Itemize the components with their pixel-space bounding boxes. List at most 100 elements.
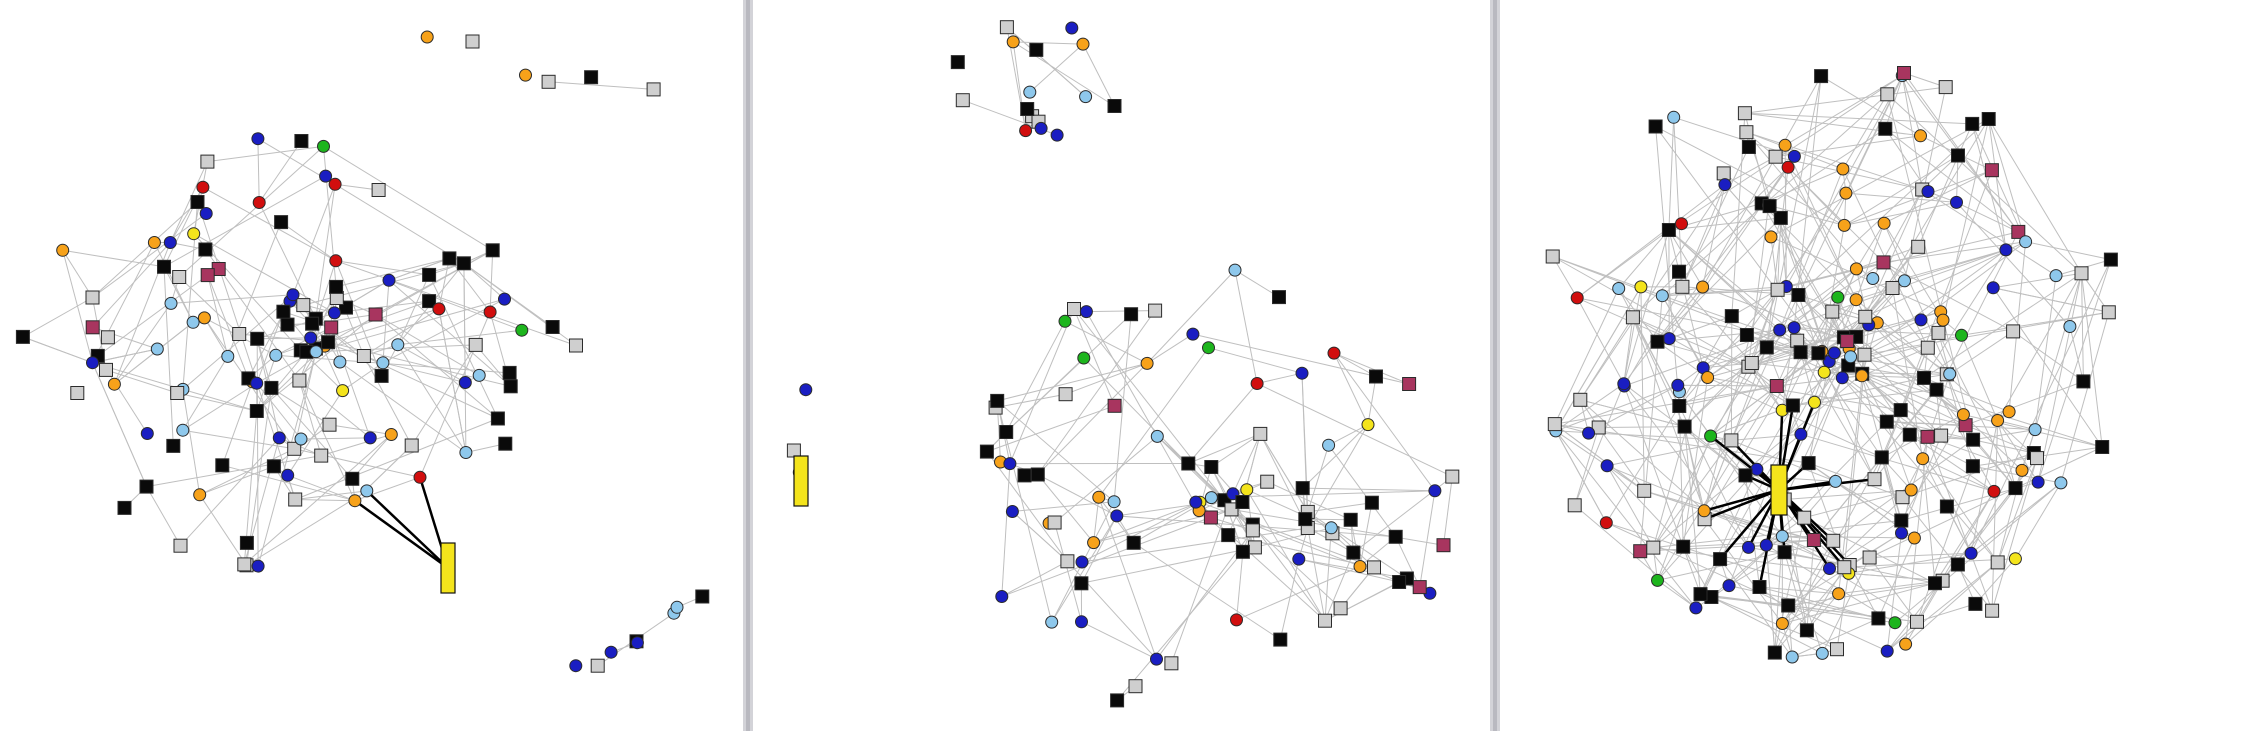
node-black-square xyxy=(1295,481,1310,496)
node-black-square xyxy=(2103,252,2118,267)
node-lightblue-dot xyxy=(2028,423,2042,437)
node-black-square xyxy=(374,368,389,383)
edge xyxy=(1886,562,1999,652)
edge xyxy=(1700,593,1896,624)
node-black-square xyxy=(1739,328,1754,342)
edge xyxy=(1766,167,1789,348)
node-black-square xyxy=(1894,513,1909,528)
edge xyxy=(1861,375,1966,426)
node-blue-dot xyxy=(1999,243,2013,257)
edge xyxy=(1618,229,1670,289)
edge xyxy=(1997,457,2038,563)
edge xyxy=(1965,380,2084,426)
edge xyxy=(375,314,480,376)
node-green-dot xyxy=(515,323,529,337)
edge xyxy=(1784,145,1857,300)
edge xyxy=(1001,560,1068,597)
edge xyxy=(199,465,275,496)
edge xyxy=(335,257,450,288)
node-black-square xyxy=(456,256,471,271)
node-black-square xyxy=(1950,557,1965,572)
edge xyxy=(1777,217,1782,290)
edge xyxy=(1972,439,2016,489)
edge xyxy=(246,387,272,566)
node-gray-square xyxy=(786,443,801,458)
node-blue-dot xyxy=(1065,21,1079,35)
edge xyxy=(1236,566,1361,621)
node-maroon-square xyxy=(200,268,215,283)
edge xyxy=(1901,75,1921,136)
edge xyxy=(1574,427,1600,506)
node-blue-dot xyxy=(1292,552,1306,566)
node-gray-square xyxy=(314,448,329,463)
edge xyxy=(397,344,467,453)
node-lightblue-dot xyxy=(1612,282,1626,295)
node-red-dot xyxy=(1781,160,1795,174)
edge xyxy=(1093,501,1201,544)
node-gray-square xyxy=(1445,469,1460,484)
edge xyxy=(1073,308,1116,406)
edge xyxy=(1682,377,1709,547)
edge xyxy=(1005,321,1066,433)
node-black-square xyxy=(1801,456,1816,471)
edge xyxy=(1252,524,1326,622)
node-orange-dot xyxy=(1914,129,1927,143)
edge xyxy=(2034,275,2057,430)
node-black-square xyxy=(1777,545,1792,560)
edge xyxy=(1820,75,1921,137)
node-black-square xyxy=(166,438,181,453)
node-gray-square xyxy=(590,658,605,673)
edge xyxy=(1307,445,1330,513)
node-black-square xyxy=(1738,468,1753,483)
node-gray-square xyxy=(1768,149,1783,164)
node-black-square xyxy=(695,589,710,604)
edge xyxy=(1923,249,2007,379)
node-black-square xyxy=(280,317,295,332)
node-gray-square xyxy=(1830,642,1844,657)
edge xyxy=(256,338,259,567)
node-red-dot xyxy=(196,180,210,194)
edge xyxy=(1864,319,1944,356)
edge xyxy=(1623,286,1642,384)
edge xyxy=(1684,366,1749,427)
edge xyxy=(1719,558,1793,658)
edge xyxy=(1905,562,1999,645)
node-orange-dot xyxy=(1899,637,1913,651)
edge xyxy=(329,424,392,435)
edge xyxy=(335,183,379,191)
edge xyxy=(1704,518,1783,624)
edge xyxy=(388,279,512,387)
node-black-square xyxy=(1272,290,1286,305)
edge xyxy=(1576,297,1670,340)
edge xyxy=(298,380,322,456)
edge xyxy=(1681,184,1726,287)
edge xyxy=(489,250,494,313)
node-black-square xyxy=(1672,399,1687,413)
node-blue-dot xyxy=(1150,652,1163,666)
node-blue-dot xyxy=(1794,427,1808,441)
node-orange-dot xyxy=(2002,405,2016,419)
edge xyxy=(1232,433,1261,495)
node-blue-dot xyxy=(1689,601,1703,615)
node-lightblue-dot xyxy=(1943,367,1957,381)
edge xyxy=(182,382,257,431)
node-lightblue-dot xyxy=(1775,529,1789,543)
graph-panel-left xyxy=(15,30,710,673)
edge xyxy=(1877,537,1915,619)
node-gray-square xyxy=(322,417,337,432)
edge xyxy=(1845,192,1957,203)
node-black-square xyxy=(999,425,1014,439)
node-black-square xyxy=(1124,307,1139,322)
edge xyxy=(315,298,505,353)
node-black-square xyxy=(1672,264,1686,279)
edge xyxy=(1073,308,1225,501)
node-green-dot xyxy=(1058,314,1072,328)
node-black-square xyxy=(1074,576,1089,591)
edge xyxy=(1997,273,2082,421)
edge xyxy=(335,260,577,346)
edge xyxy=(1779,168,1844,331)
edge xyxy=(221,381,253,466)
node-black-square xyxy=(1693,587,1708,602)
edge xyxy=(1838,580,1943,595)
node-orange-dot xyxy=(1956,408,1970,422)
